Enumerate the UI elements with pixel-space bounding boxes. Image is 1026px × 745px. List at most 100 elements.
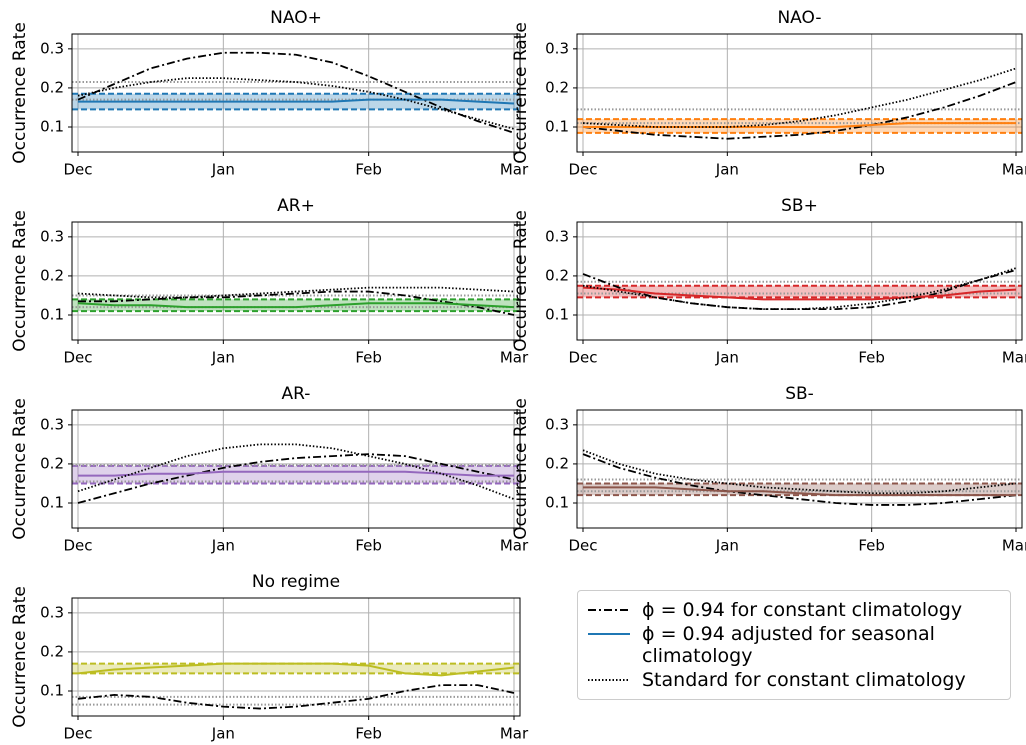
y-tick-label: 0.1 [40, 117, 64, 135]
series-line [77, 662, 515, 677]
series-line [583, 486, 1016, 497]
x-tick-label: Dec [63, 161, 92, 179]
series-line [582, 67, 1017, 128]
x-tick-label: Mar [500, 537, 529, 555]
band [577, 285, 1022, 298]
y-tick-label: 0.2 [545, 454, 569, 472]
x-tick-label: Jan [715, 349, 739, 367]
series-line [582, 267, 1017, 311]
series-line [77, 443, 515, 500]
x-tick-label: Mar [500, 349, 529, 367]
x-tick-label: Jan [211, 349, 235, 367]
series-line [78, 470, 514, 477]
y-tick-label: 0.3 [40, 415, 64, 433]
y-tick-label: 0.2 [545, 78, 569, 96]
panel-title: NAO+ [270, 8, 322, 28]
y-tick-label: 0.3 [545, 39, 569, 57]
x-tick-label: Feb [355, 725, 382, 743]
series-line [78, 98, 515, 105]
legend-label: Standard for constant climatology [642, 669, 966, 691]
y-tick-label: 0.1 [545, 305, 569, 323]
series-line [77, 684, 515, 710]
panel-title: No regime [252, 572, 340, 592]
legend-label: ϕ = 0.94 for constant climatology [642, 599, 963, 621]
y-tick-label: 0.2 [40, 454, 64, 472]
y-tick-label: 0.1 [40, 305, 64, 323]
y-tick-label: 0.2 [40, 642, 64, 660]
x-tick-label: Feb [858, 161, 885, 179]
x-tick-label: Dec [63, 537, 92, 555]
series-line [582, 286, 1017, 301]
panel-title: SB+ [781, 196, 818, 216]
x-tick-label: Feb [355, 349, 382, 367]
y-axis-label: Occurrence Rate [511, 22, 531, 164]
plot-frame [71, 221, 521, 341]
plot-frame [71, 409, 521, 529]
panel-title: NAO- [777, 8, 821, 28]
legend-entry: ϕ = 0.94 for constant climatology [586, 599, 1002, 621]
plot-frame [576, 33, 1023, 153]
x-tick-label: Mar [1002, 349, 1026, 367]
x-tick-label: Dec [63, 725, 92, 743]
x-tick-label: Dec [568, 537, 597, 555]
x-tick-label: Dec [568, 349, 597, 367]
legend: ϕ = 0.94 for constant climatology ϕ = 0.9… [577, 590, 1011, 700]
x-tick-label: Jan [211, 537, 235, 555]
x-tick-label: Jan [211, 161, 235, 179]
legend-entry: ϕ = 0.94 adjusted for seasonal climatolo… [586, 623, 1002, 667]
panel-title: AR+ [277, 196, 315, 216]
y-tick-label: 0.2 [545, 266, 569, 284]
x-tick-label: Mar [500, 725, 529, 743]
band [72, 663, 520, 674]
legend-swatch [588, 609, 630, 611]
y-tick-label: 0.1 [545, 117, 569, 135]
x-tick-label: Dec [568, 161, 597, 179]
y-axis-label: Occurrence Rate [511, 210, 531, 352]
series-line [582, 449, 1017, 495]
y-axis-label: Occurrence Rate [10, 210, 30, 352]
y-axis-label: Occurrence Rate [10, 398, 30, 540]
band [72, 299, 520, 312]
plot-frame [576, 409, 1023, 529]
x-tick-label: Jan [211, 725, 235, 743]
series-line [77, 51, 515, 134]
x-tick-label: Jan [715, 161, 739, 179]
series-line [582, 269, 1017, 311]
series-line [77, 453, 515, 504]
y-tick-label: 0.2 [40, 266, 64, 284]
series-line [582, 81, 1017, 140]
y-tick-label: 0.3 [545, 415, 569, 433]
y-axis-label: Occurrence Rate [511, 398, 531, 540]
y-axis-label: Occurrence Rate [10, 586, 30, 728]
x-tick-label: Feb [355, 537, 382, 555]
legend-swatch [588, 633, 630, 635]
plot-frame [71, 33, 521, 153]
plot-frame [576, 221, 1023, 341]
x-tick-label: Feb [355, 161, 382, 179]
x-tick-label: Mar [500, 161, 529, 179]
plot-frame [71, 597, 521, 717]
legend-label: ϕ = 0.94 adjusted for seasonal climatolo… [642, 623, 935, 667]
series-line [77, 77, 515, 130]
y-tick-label: 0.3 [40, 603, 64, 621]
series-line [77, 286, 515, 299]
y-tick-label: 0.2 [40, 78, 64, 96]
y-tick-label: 0.3 [40, 39, 64, 57]
legend-entry: Standard for constant climatology [586, 669, 1002, 691]
y-tick-label: 0.3 [40, 227, 64, 245]
legend-swatch [588, 679, 630, 681]
y-tick-label: 0.1 [40, 493, 64, 511]
x-tick-label: Feb [858, 537, 885, 555]
series-line [78, 290, 515, 316]
x-tick-label: Jan [715, 537, 739, 555]
series-line [582, 453, 1017, 506]
y-tick-label: 0.3 [545, 227, 569, 245]
x-tick-label: Mar [1002, 537, 1026, 555]
x-tick-label: Feb [858, 349, 885, 367]
x-tick-label: Dec [63, 349, 92, 367]
x-tick-label: Mar [1002, 161, 1026, 179]
series-line [583, 122, 1016, 128]
y-tick-label: 0.1 [545, 493, 569, 511]
series-line [77, 302, 515, 309]
